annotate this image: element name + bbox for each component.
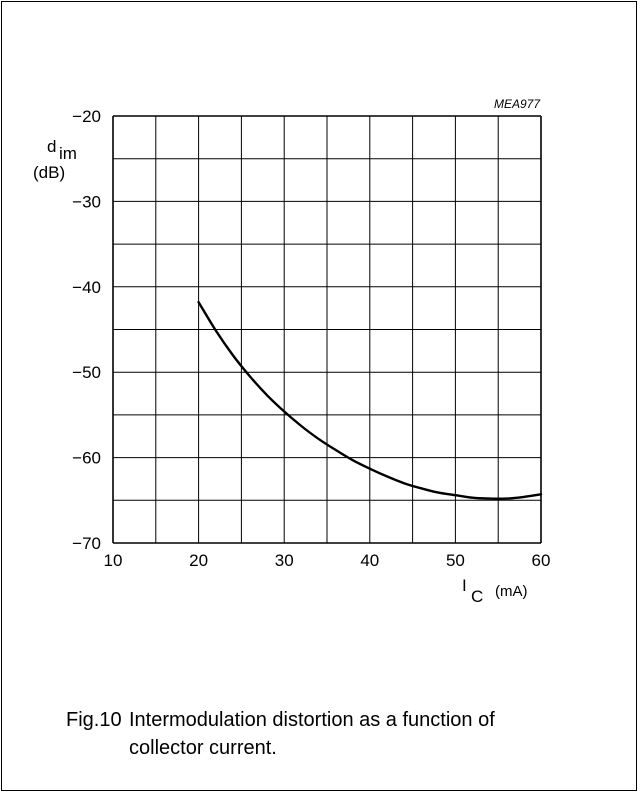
x-axis-label-sub: C bbox=[471, 587, 483, 606]
y-tick-label: −30 bbox=[72, 192, 101, 211]
chart-grid bbox=[112, 115, 542, 544]
x-axis-label: I C bbox=[462, 576, 483, 606]
caption-line-1: Intermodulation distortion as a function… bbox=[129, 709, 495, 731]
chart-series bbox=[197, 301, 543, 500]
y-axis-label: d im bbox=[47, 137, 77, 163]
x-tick-label: 50 bbox=[446, 551, 465, 570]
y-tick-label: −60 bbox=[72, 449, 101, 468]
figure-caption: Fig.10 Intermodulation distortion as a fu… bbox=[66, 706, 586, 762]
x-tick-label: 40 bbox=[360, 551, 379, 570]
figure-number: Fig.10 bbox=[66, 709, 122, 731]
chart-tick-labels: 10 20 30 40 50 60 −70 −60 −50 −40 −30 −20 bbox=[72, 107, 550, 570]
figure-code: MEA977 bbox=[494, 97, 541, 111]
x-axis-label-main: I bbox=[462, 576, 467, 595]
y-tick-label: −50 bbox=[72, 363, 101, 382]
y-tick-label: −20 bbox=[72, 107, 101, 126]
x-axis-unit: (mA) bbox=[495, 583, 528, 600]
y-tick-label: −40 bbox=[72, 278, 101, 297]
x-tick-label: 30 bbox=[275, 551, 294, 570]
y-axis-label-sub: im bbox=[59, 144, 77, 163]
y-axis-unit: (dB) bbox=[33, 163, 65, 182]
caption-line-2: collector current. bbox=[129, 737, 277, 759]
x-tick-label: 10 bbox=[104, 551, 123, 570]
y-tick-label: −70 bbox=[72, 534, 101, 553]
x-tick-label: 60 bbox=[532, 551, 551, 570]
series-line-dim bbox=[197, 301, 543, 500]
x-tick-label: 20 bbox=[189, 551, 208, 570]
y-axis-label-main: d bbox=[47, 137, 56, 156]
